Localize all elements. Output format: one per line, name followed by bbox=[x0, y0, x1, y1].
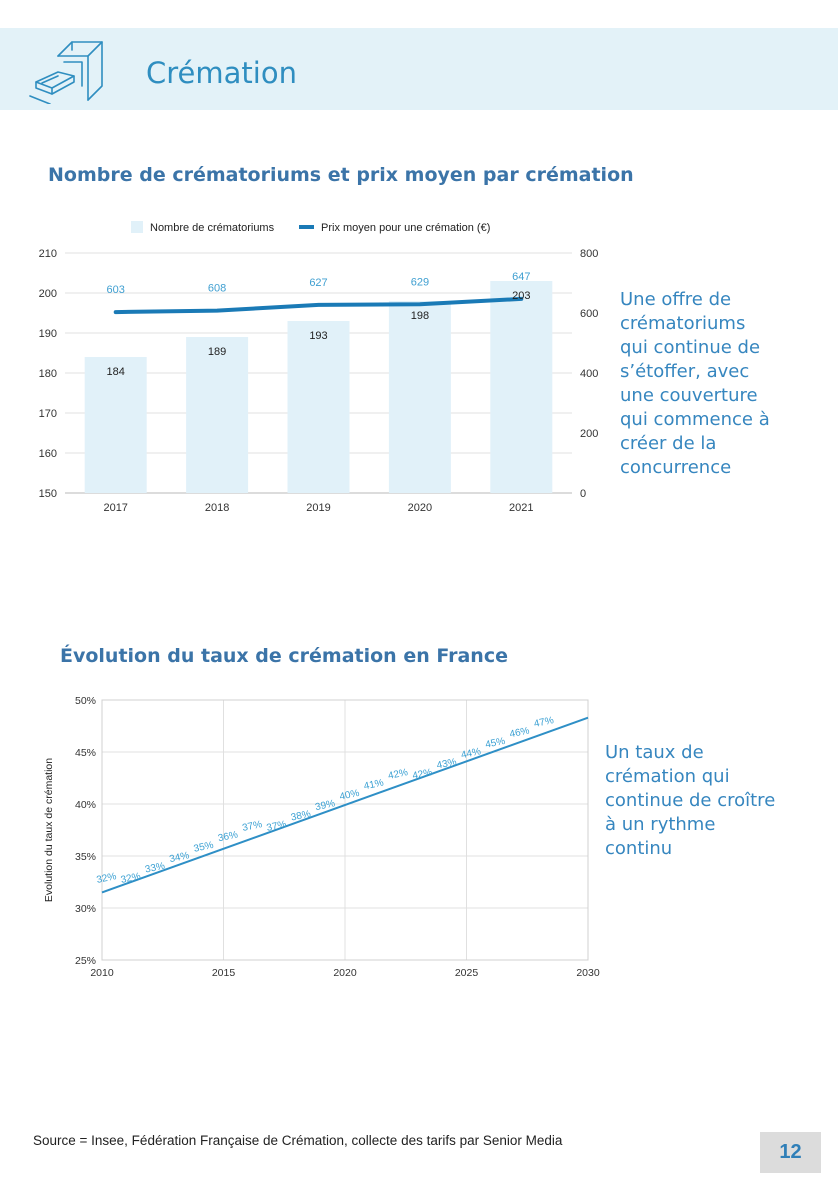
y-left-tick-label: 160 bbox=[39, 448, 57, 460]
y-left-tick-label: 210 bbox=[39, 248, 57, 260]
bar-crematoriums bbox=[84, 357, 147, 493]
y-left-tick-label: 190 bbox=[39, 328, 57, 340]
note1-line: s’étoffer, avec bbox=[620, 361, 750, 382]
legend-label: Prix moyen pour une crémation (€) bbox=[321, 222, 490, 234]
bar-value-label: 203 bbox=[512, 290, 530, 302]
point-label: 43% bbox=[436, 757, 458, 772]
point-label: 33% bbox=[144, 861, 166, 876]
point-label: 46% bbox=[509, 725, 531, 740]
point-label: 39% bbox=[314, 798, 336, 813]
cremation-furnace-icon bbox=[29, 41, 103, 104]
x-tick-label: 2010 bbox=[90, 967, 114, 979]
bar-crematoriums bbox=[388, 301, 451, 493]
x-tick-label: 2018 bbox=[205, 502, 229, 514]
chart-cremation-count-price: 150 160 170 180 190 200 210 0 200 400 600 800 184 201… bbox=[39, 221, 599, 514]
point-label: 44% bbox=[460, 746, 482, 761]
note-cremation-rate: Un taux de crémation qui continue de cro… bbox=[605, 741, 775, 861]
note2-line: continue de croître bbox=[605, 790, 776, 811]
y-axis-title: Evolution du taux de crémation bbox=[43, 758, 55, 902]
plot-frame bbox=[101, 699, 589, 961]
y-right-tick-label: 400 bbox=[580, 368, 598, 380]
price-value-label: 608 bbox=[208, 283, 226, 295]
y-left-tick-label: 170 bbox=[39, 408, 57, 420]
chart1-title: Nombre de crématoriums et prix moyen par… bbox=[48, 164, 634, 186]
page-number: 12 bbox=[760, 1132, 821, 1173]
header-band bbox=[0, 28, 838, 110]
legend-label: Nombre de crématoriums bbox=[150, 222, 275, 234]
note1-line: une couverture bbox=[620, 385, 758, 406]
bar-crematoriums bbox=[186, 337, 249, 493]
bar-value-label: 198 bbox=[411, 310, 429, 322]
point-label: 45% bbox=[484, 736, 506, 751]
price-value-label: 629 bbox=[411, 276, 429, 288]
price-line bbox=[113, 296, 524, 315]
chart1-labels: 150 160 170 180 190 200 210 0 200 400 600 800 184 201… bbox=[39, 248, 599, 514]
price-value-label: 647 bbox=[512, 271, 530, 283]
note1-line: crématoriums bbox=[620, 313, 746, 334]
price-value-label: 627 bbox=[309, 277, 327, 289]
chart1-price-line bbox=[113, 296, 524, 315]
bar-value-label: 193 bbox=[309, 330, 327, 342]
chart2-labels: 25% 30% 35% 40% 45% 50% 2010 2015 2020 2025 2030 32… bbox=[43, 695, 600, 979]
point-label: 37% bbox=[241, 819, 263, 834]
source-note: Source = Insee, Fédération Française de … bbox=[33, 1133, 563, 1148]
y-tick-label: 30% bbox=[75, 903, 96, 915]
y-tick-label: 25% bbox=[75, 955, 96, 967]
bar-crematoriums bbox=[287, 321, 350, 493]
y-tick-label: 45% bbox=[75, 747, 96, 759]
note-crematoriums: Une offre de crématoriums qui continue d… bbox=[620, 288, 770, 480]
bar-value-label: 189 bbox=[208, 346, 226, 358]
note2-line: Un taux de bbox=[605, 742, 704, 763]
y-tick-label: 35% bbox=[75, 851, 96, 863]
note1-line: Une offre de bbox=[620, 289, 732, 310]
y-right-tick-label: 600 bbox=[580, 308, 598, 320]
x-tick-label: 2019 bbox=[306, 502, 330, 514]
point-label: 32% bbox=[120, 871, 142, 886]
x-tick-label: 2015 bbox=[212, 967, 236, 979]
x-tick-label: 2020 bbox=[408, 502, 432, 514]
point-label: 32% bbox=[96, 871, 118, 886]
point-label: 36% bbox=[217, 829, 239, 844]
y-left-tick-label: 150 bbox=[39, 488, 57, 500]
point-label: 42% bbox=[387, 767, 409, 782]
point-label: 38% bbox=[290, 809, 312, 824]
chart-cremation-rate: 25% 30% 35% 40% 45% 50% 2010 2015 2020 2025 2030 32… bbox=[43, 695, 600, 979]
y-right-tick-label: 200 bbox=[580, 428, 598, 440]
y-right-tick-label: 800 bbox=[580, 248, 598, 260]
point-label: 41% bbox=[363, 777, 385, 792]
x-tick-label: 2025 bbox=[455, 967, 479, 979]
page-title: Crémation bbox=[146, 56, 297, 90]
note2-line: à un rythme bbox=[605, 814, 716, 835]
point-label: 47% bbox=[533, 715, 555, 730]
chart1-legend: Nombre de crématoriums Prix moyen pour un… bbox=[131, 221, 490, 234]
price-value-label: 603 bbox=[107, 284, 125, 296]
trend-line bbox=[101, 716, 589, 894]
note1-line: concurrence bbox=[620, 457, 732, 478]
point-label: 42% bbox=[411, 767, 433, 782]
x-tick-label: 2021 bbox=[509, 502, 533, 514]
x-tick-label: 2030 bbox=[576, 967, 600, 979]
point-label: 35% bbox=[193, 840, 215, 855]
bar-value-label: 184 bbox=[107, 366, 125, 378]
note2-line: continu bbox=[605, 838, 673, 859]
point-label: 34% bbox=[168, 850, 190, 865]
x-tick-label: 2017 bbox=[103, 502, 127, 514]
point-label: 37% bbox=[266, 819, 288, 834]
bar-crematoriums bbox=[490, 281, 553, 493]
note1-line: qui commence à bbox=[620, 409, 770, 430]
chart1-bars bbox=[84, 281, 553, 493]
y-right-tick-label: 0 bbox=[580, 488, 586, 500]
legend-swatch-bar bbox=[131, 221, 143, 233]
y-tick-label: 50% bbox=[75, 695, 96, 707]
note1-line: créer de la bbox=[620, 433, 717, 454]
point-label: 40% bbox=[339, 788, 361, 803]
chart2-title: Évolution du taux de crémation en France bbox=[60, 645, 508, 667]
y-left-tick-label: 200 bbox=[39, 288, 57, 300]
y-tick-label: 40% bbox=[75, 799, 96, 811]
note2-line: crémation qui bbox=[605, 766, 730, 787]
note1-line: qui continue de bbox=[620, 337, 761, 358]
chart2-trend-line bbox=[101, 716, 589, 894]
y-left-tick-label: 180 bbox=[39, 368, 57, 380]
x-tick-label: 2020 bbox=[333, 967, 357, 979]
